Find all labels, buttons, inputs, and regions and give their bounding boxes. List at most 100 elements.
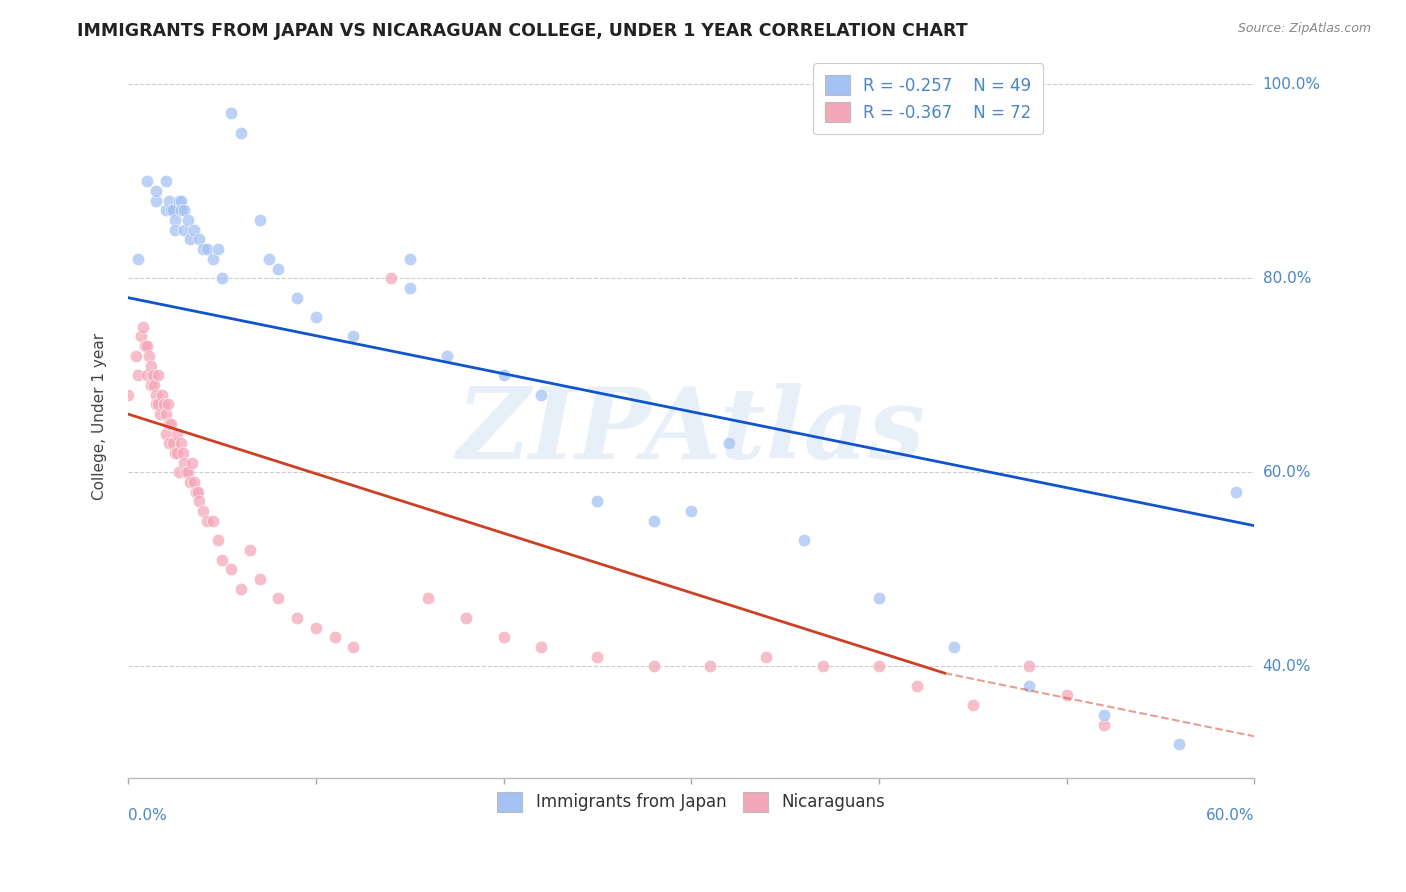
- Point: [1018, 659, 1040, 673]
- Point: [717, 436, 740, 450]
- Legend: Immigrants from Japan, Nicaraguans: Immigrants from Japan, Nicaraguans: [489, 783, 893, 820]
- Point: [943, 640, 966, 654]
- Point: [156, 397, 179, 411]
- Point: [173, 203, 195, 218]
- Point: [165, 223, 187, 237]
- Point: [159, 417, 181, 431]
- Point: [155, 407, 177, 421]
- Point: [436, 349, 458, 363]
- Point: [868, 591, 890, 606]
- Point: [136, 174, 159, 188]
- Point: [257, 252, 280, 266]
- Point: [586, 649, 609, 664]
- Point: [129, 329, 152, 343]
- Point: [962, 698, 984, 713]
- Point: [145, 387, 167, 401]
- Point: [124, 349, 146, 363]
- Point: [755, 649, 778, 664]
- Point: [187, 484, 209, 499]
- Point: [193, 504, 215, 518]
- Point: [221, 106, 243, 120]
- Point: [586, 494, 609, 508]
- Point: [699, 659, 721, 673]
- Point: [267, 261, 290, 276]
- Point: [211, 271, 233, 285]
- Point: [1092, 717, 1115, 731]
- Point: [305, 621, 328, 635]
- Point: [201, 252, 224, 266]
- Point: [136, 339, 159, 353]
- Text: 0.0%: 0.0%: [128, 808, 167, 823]
- Point: [207, 533, 229, 548]
- Point: [183, 223, 205, 237]
- Point: [398, 281, 420, 295]
- Point: [183, 475, 205, 489]
- Point: [170, 194, 193, 208]
- Point: [201, 514, 224, 528]
- Point: [162, 203, 184, 218]
- Point: [179, 475, 201, 489]
- Point: [454, 611, 477, 625]
- Point: [170, 436, 193, 450]
- Point: [117, 387, 139, 401]
- Point: [155, 203, 177, 218]
- Text: 60.0%: 60.0%: [1263, 465, 1312, 480]
- Point: [145, 184, 167, 198]
- Point: [162, 436, 184, 450]
- Point: [211, 552, 233, 566]
- Point: [530, 387, 553, 401]
- Point: [905, 679, 928, 693]
- Point: [167, 194, 190, 208]
- Text: IMMIGRANTS FROM JAPAN VS NICARAGUAN COLLEGE, UNDER 1 YEAR CORRELATION CHART: IMMIGRANTS FROM JAPAN VS NICARAGUAN COLL…: [77, 22, 967, 40]
- Point: [1092, 707, 1115, 722]
- Point: [398, 252, 420, 266]
- Point: [170, 203, 193, 218]
- Point: [195, 242, 218, 256]
- Point: [148, 397, 170, 411]
- Point: [207, 242, 229, 256]
- Point: [285, 291, 308, 305]
- Point: [166, 426, 188, 441]
- Point: [134, 339, 156, 353]
- Point: [177, 466, 200, 480]
- Text: Source: ZipAtlas.com: Source: ZipAtlas.com: [1237, 22, 1371, 36]
- Text: 80.0%: 80.0%: [1263, 271, 1310, 285]
- Y-axis label: College, Under 1 year: College, Under 1 year: [93, 333, 107, 500]
- Point: [136, 368, 159, 383]
- Point: [145, 397, 167, 411]
- Point: [342, 329, 364, 343]
- Point: [150, 387, 173, 401]
- Point: [173, 223, 195, 237]
- Point: [1225, 484, 1247, 499]
- Point: [165, 446, 187, 460]
- Point: [138, 349, 160, 363]
- Point: [166, 446, 188, 460]
- Point: [143, 378, 166, 392]
- Point: [184, 484, 207, 499]
- Point: [492, 368, 515, 383]
- Point: [1018, 679, 1040, 693]
- Point: [229, 582, 252, 596]
- Text: 40.0%: 40.0%: [1263, 659, 1310, 673]
- Point: [172, 446, 194, 460]
- Point: [267, 591, 290, 606]
- Point: [285, 611, 308, 625]
- Point: [249, 213, 271, 227]
- Point: [139, 378, 162, 392]
- Point: [127, 252, 149, 266]
- Point: [305, 310, 328, 324]
- Point: [793, 533, 815, 548]
- Point: [643, 514, 665, 528]
- Point: [155, 426, 177, 441]
- Point: [167, 466, 190, 480]
- Point: [681, 504, 703, 518]
- Point: [173, 456, 195, 470]
- Point: [139, 359, 162, 373]
- Point: [179, 232, 201, 246]
- Text: ZIPAtlas: ZIPAtlas: [457, 383, 925, 479]
- Point: [177, 213, 200, 227]
- Point: [195, 514, 218, 528]
- Point: [160, 417, 183, 431]
- Point: [811, 659, 834, 673]
- Point: [229, 126, 252, 140]
